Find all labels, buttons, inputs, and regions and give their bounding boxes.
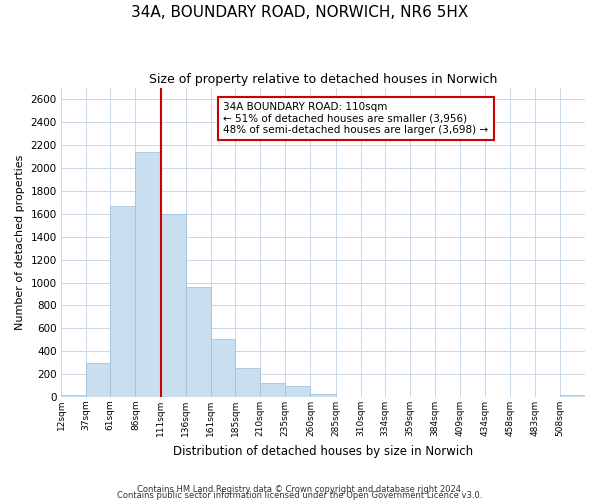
Bar [110, 206, 136, 397]
Bar [235, 368, 260, 397]
Bar [185, 286, 211, 397]
Bar [260, 384, 285, 397]
Title: Size of property relative to detached houses in Norwich: Size of property relative to detached ho… [149, 72, 497, 86]
Text: Contains public sector information licensed under the Open Government Licence v3: Contains public sector information licen… [118, 490, 482, 500]
Y-axis label: Number of detached properties: Number of detached properties [15, 155, 25, 330]
Bar [211, 339, 235, 397]
Bar [161, 214, 185, 397]
Bar [136, 152, 161, 397]
Bar [61, 394, 86, 397]
Bar [310, 394, 335, 397]
Bar [285, 386, 310, 397]
Text: 34A BOUNDARY ROAD: 110sqm
← 51% of detached houses are smaller (3,956)
48% of se: 34A BOUNDARY ROAD: 110sqm ← 51% of detac… [223, 102, 488, 135]
Text: 34A, BOUNDARY ROAD, NORWICH, NR6 5HX: 34A, BOUNDARY ROAD, NORWICH, NR6 5HX [131, 5, 469, 20]
Bar [560, 394, 585, 397]
X-axis label: Distribution of detached houses by size in Norwich: Distribution of detached houses by size … [173, 444, 473, 458]
Text: Contains HM Land Registry data © Crown copyright and database right 2024.: Contains HM Land Registry data © Crown c… [137, 485, 463, 494]
Bar [86, 364, 110, 397]
